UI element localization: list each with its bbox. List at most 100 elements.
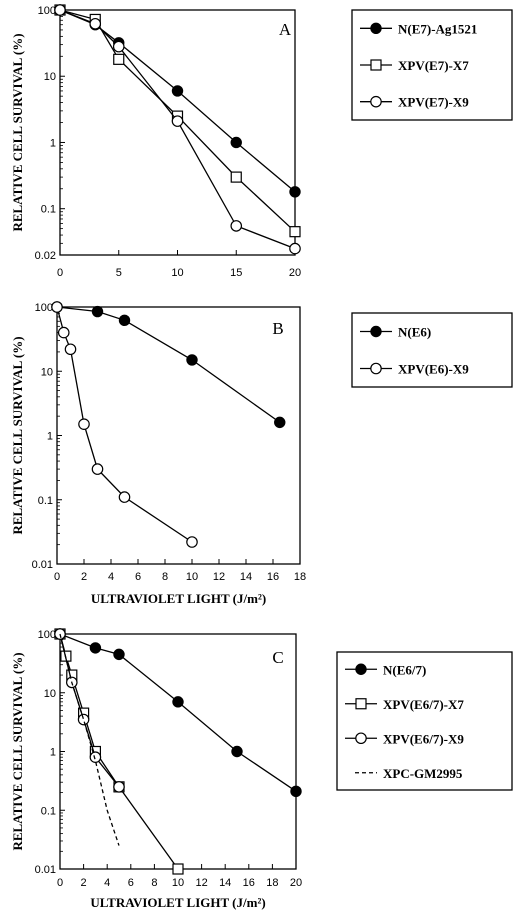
data-point (186, 354, 198, 366)
y-tick-label: 1 (47, 431, 53, 443)
plot-frame (56, 306, 301, 565)
x-tick-label: 10 (172, 877, 184, 889)
legend-label: XPV(E7)-X7 (398, 58, 469, 73)
data-point (171, 115, 184, 127)
series-line (59, 633, 297, 792)
data-point (171, 85, 184, 97)
x-tick-label: 4 (104, 877, 110, 889)
y-tick-label: 0.1 (38, 495, 53, 507)
legend-label: XPV(E6/7)-X9 (383, 731, 464, 746)
x-tick-label: 16 (267, 571, 279, 583)
legend-label: N(E6/7) (383, 662, 426, 677)
x-tick-label: 5 (116, 267, 122, 279)
data-point (230, 136, 242, 149)
legend-label: N(E6) (398, 325, 431, 340)
series-line (56, 306, 193, 543)
x-axis-label: ULTRAVIOLET LIGHT (J/m²) (90, 895, 265, 910)
x-tick-label: 8 (151, 877, 157, 889)
x-axis-label: ULTRAVIOLET LIGHT (J/m²) (91, 591, 266, 606)
data-point (172, 863, 184, 875)
data-point (290, 785, 302, 798)
legend-label: XPC-GM2995 (383, 766, 463, 781)
data-point (78, 418, 90, 430)
data-point (118, 491, 131, 503)
data-point (113, 648, 125, 661)
y-tick-label: 0.02 (35, 250, 56, 262)
legend: N(E6/7) XPV(E6/7)-X7 XPV(E6/7)-X9 XPC-GM299… (336, 651, 513, 791)
panel-letter: B (272, 319, 283, 338)
panel-A: 100 10 1 0.1 0.020 5 10 15 20 RELATIVE CELL SURVI… (10, 4, 513, 279)
data-point (91, 463, 104, 475)
x-tick-label: 4 (108, 571, 114, 583)
series-n-e6- (51, 301, 286, 429)
legend-label: XPV(E6)-X9 (398, 362, 469, 377)
y-tick-label: 1 (50, 137, 56, 149)
data-point (54, 4, 66, 16)
data-point (274, 416, 286, 429)
x-tick-label: 18 (294, 571, 306, 583)
legend-label: XPV(E6/7)-X7 (383, 697, 464, 712)
x-tick-label: 10 (186, 571, 198, 583)
legend-label: N(E7)-Ag1521 (398, 21, 477, 36)
data-point (231, 745, 243, 758)
data-point (89, 17, 102, 30)
series-xpv-e6-x9 (51, 301, 198, 548)
data-point (113, 53, 125, 65)
y-tick-label: 1 (50, 747, 56, 759)
legend-marker (370, 95, 382, 108)
y-tick-label: 0.1 (41, 805, 56, 817)
legend-marker (370, 325, 382, 338)
data-point (118, 314, 131, 327)
series-line (59, 9, 296, 250)
x-tick-label: 6 (135, 571, 141, 583)
y-tick-label: 100 (38, 5, 56, 17)
series-line (59, 633, 179, 870)
legend: N(E7)-Ag1521 XPV(E7)-X7 XPV(E7)-X9 (351, 9, 513, 121)
x-tick-label: 14 (240, 571, 252, 583)
data-point (112, 40, 125, 53)
x-tick-label: 10 (171, 267, 183, 279)
x-tick-label: 20 (289, 267, 301, 279)
x-tick-label: 16 (243, 877, 255, 889)
data-point (289, 242, 301, 255)
x-tick-label: 0 (57, 267, 63, 279)
data-point (89, 751, 102, 763)
data-point (64, 343, 77, 356)
data-point (186, 536, 198, 548)
series-line (59, 9, 296, 233)
panel-C: 100 10 1 0.1 0.010 2 4 6 8 10 12 14 16 18 20 RELATIVE C… (10, 628, 513, 910)
data-point (113, 781, 125, 793)
y-tick-label: 10 (41, 366, 53, 378)
y-axis-label: RELATIVE CELL SURVIVAL (%) (10, 652, 25, 850)
legend-label: XPV(E7)-X9 (398, 95, 469, 110)
series-xpv-e6-7-x9 (54, 628, 125, 793)
legend-marker (370, 59, 382, 71)
panel-letter: A (279, 20, 292, 39)
y-tick-label: 10 (44, 688, 56, 700)
x-tick-label: 6 (128, 877, 134, 889)
data-point (289, 226, 301, 238)
series-line (56, 306, 281, 423)
legend-box (351, 312, 513, 388)
panel-B: 100 10 1 0.1 0.010 2 4 6 8 10 12 14 16 18 RELATIVE CEL… (10, 301, 513, 606)
data-point (57, 326, 70, 339)
y-tick-label: 10 (44, 71, 56, 83)
legend-marker (355, 663, 367, 675)
legend-marker (355, 732, 367, 745)
y-axis-label: RELATIVE CELL SURVIVAL (%) (10, 336, 25, 534)
series-n-e6-7- (54, 628, 302, 798)
series-xpv-e6-7-x7 (54, 628, 184, 875)
x-tick-label: 0 (57, 877, 63, 889)
legend-marker (355, 698, 367, 710)
x-tick-label: 8 (162, 571, 168, 583)
series-n-e7-ag1521 (54, 4, 301, 198)
data-point (289, 186, 301, 198)
x-tick-label: 18 (266, 877, 278, 889)
x-tick-label: 12 (195, 877, 207, 889)
data-point (230, 220, 243, 232)
data-point (172, 696, 184, 708)
x-tick-label: 14 (219, 877, 231, 889)
legend: N(E6) XPV(E6)-X9 (351, 312, 513, 388)
legend-box (336, 651, 513, 791)
